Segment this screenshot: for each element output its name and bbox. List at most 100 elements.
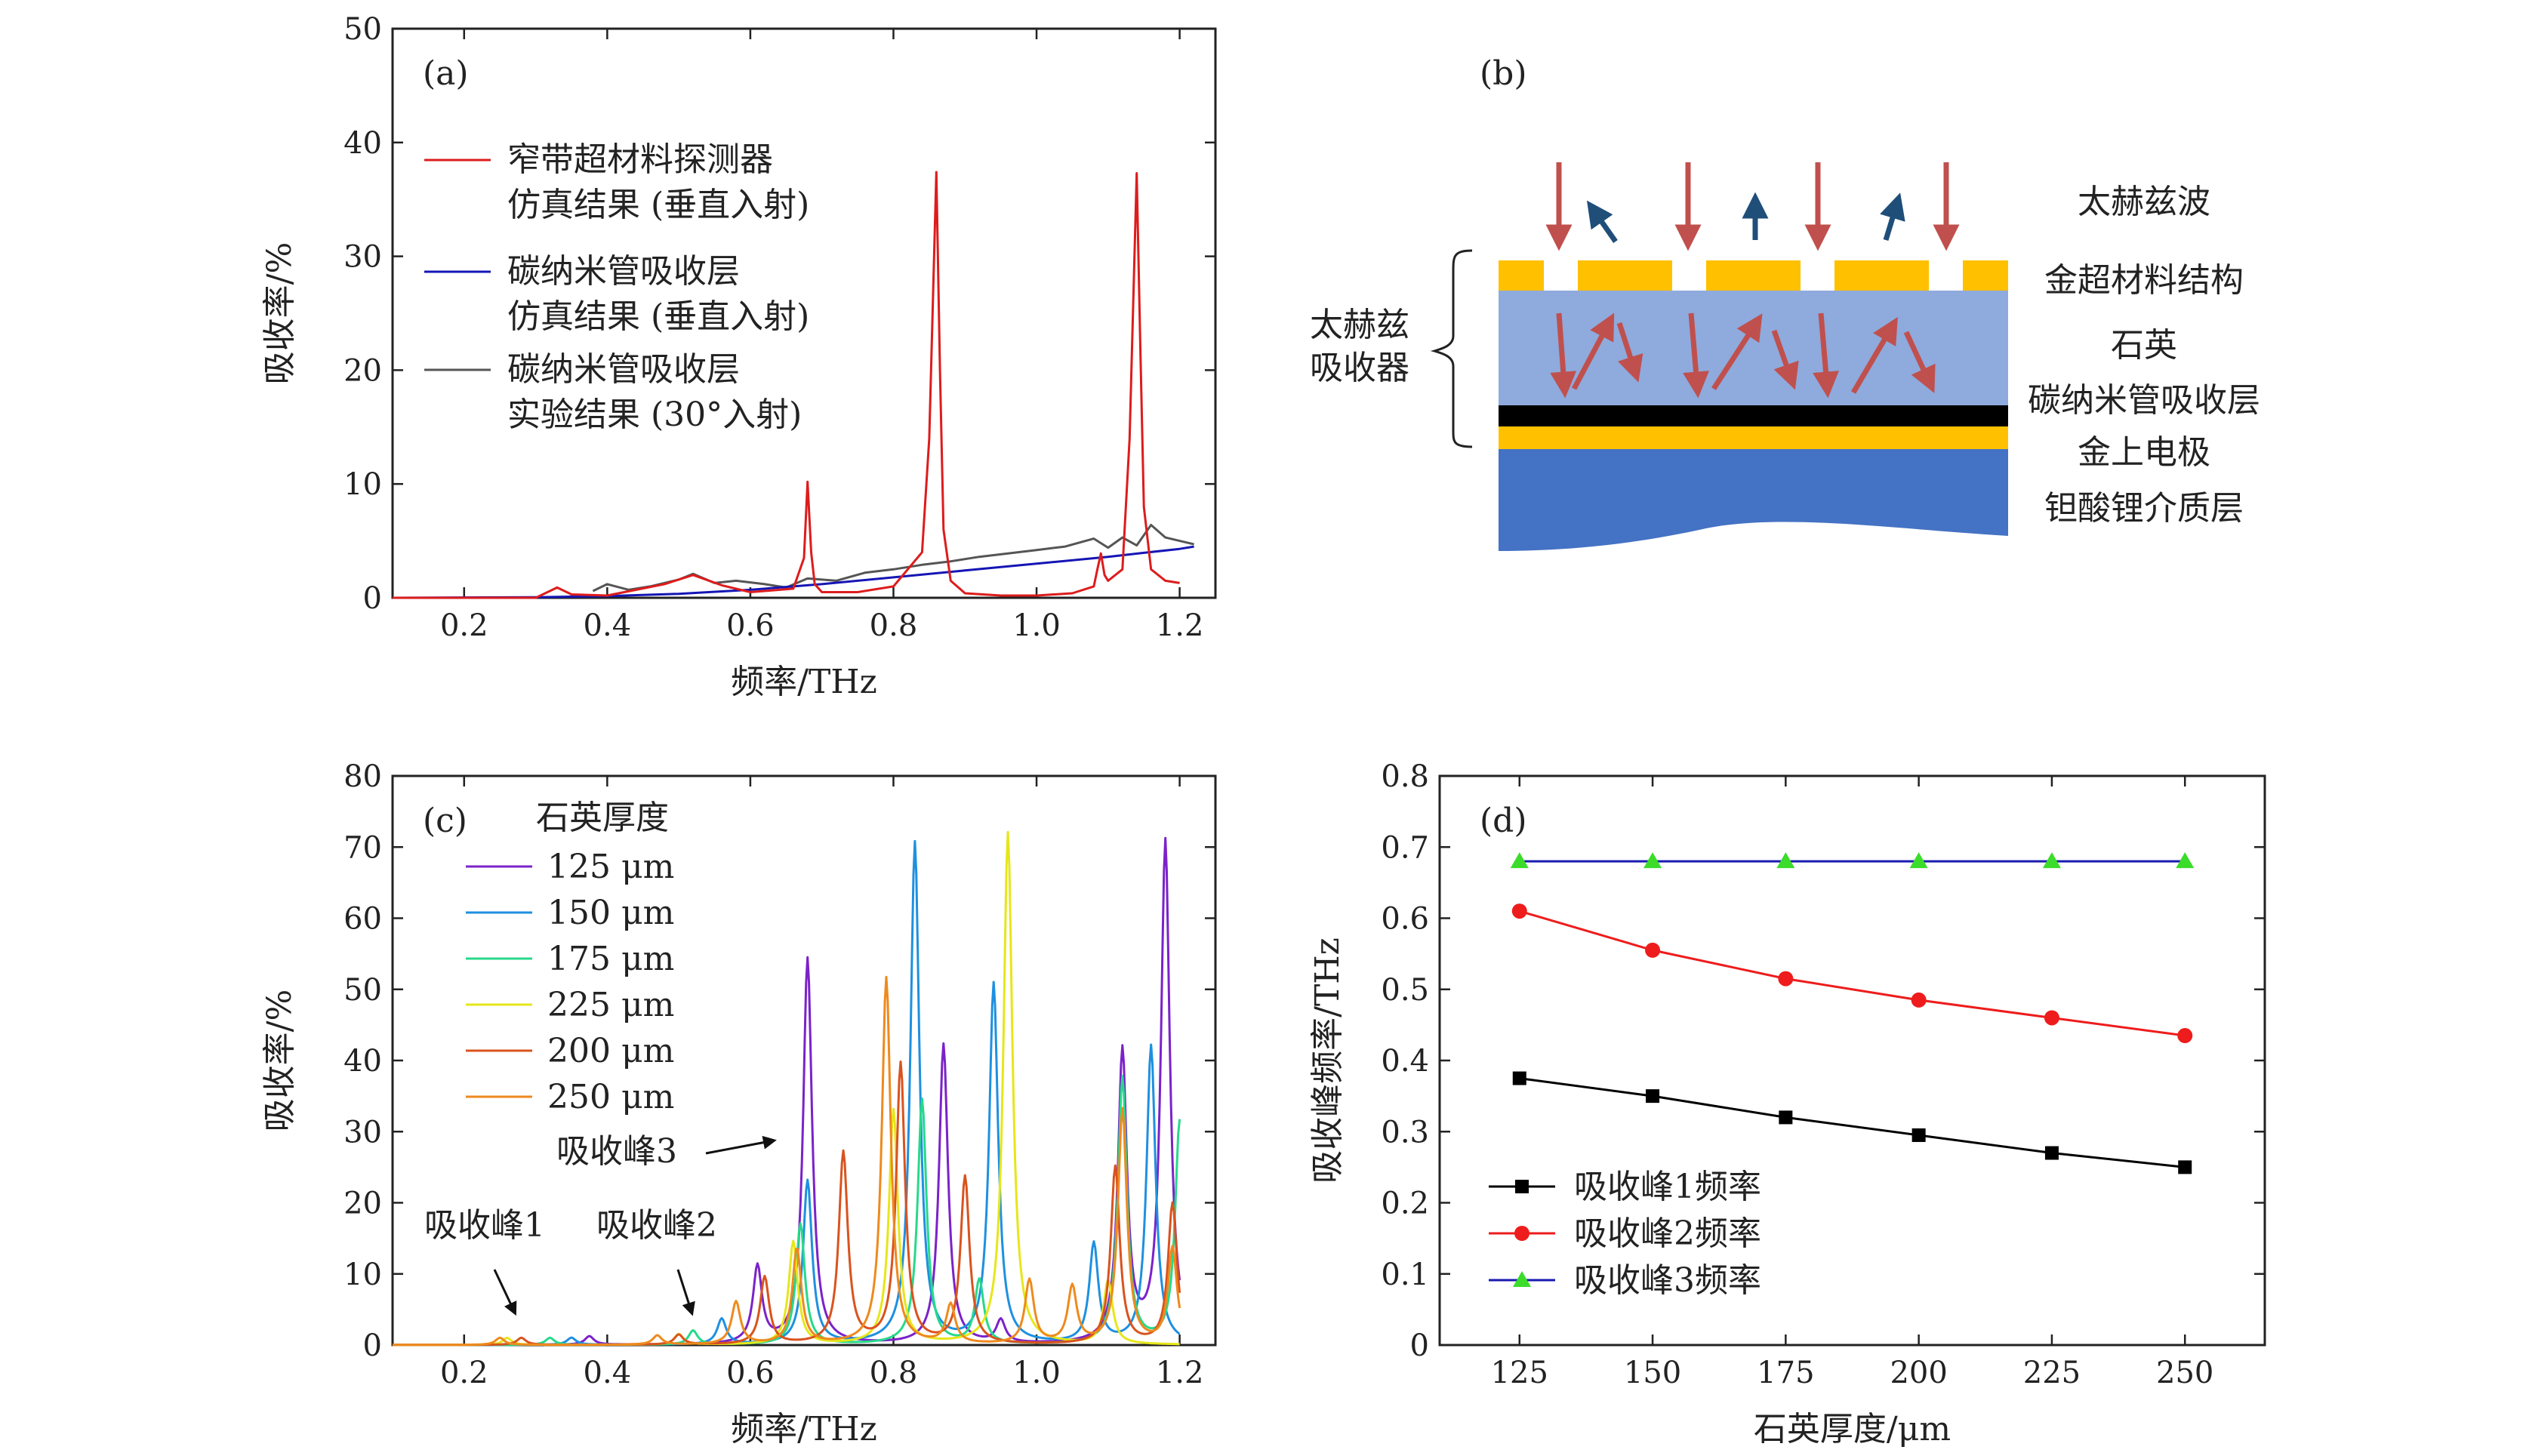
panel-d-xtick-label: 250 bbox=[2156, 1356, 2213, 1390]
panel-d-xtick-label: 175 bbox=[1757, 1356, 1814, 1390]
panel-a-series-line-0 bbox=[393, 171, 1180, 599]
panel-a-xtick-label: 0.2 bbox=[440, 608, 488, 643]
annotation-peak2: 吸收峰2 bbox=[596, 1206, 717, 1245]
panel-a-ytick-label: 0 bbox=[363, 581, 382, 616]
absorber-label-line2: 吸收器 bbox=[1310, 349, 1409, 387]
panel-a-legend: 窄带超材料探测器 仿真结果 (垂直入射) 碳纳米管吸收层 仿真结果 (垂直入射)… bbox=[424, 140, 809, 434]
panel-d-marker-triangle bbox=[2176, 852, 2195, 869]
internal-arrow bbox=[1903, 331, 1936, 393]
legend-cnt-exp-line1: 碳纳米管吸收层 bbox=[507, 350, 740, 389]
panel-a-ytick-label: 50 bbox=[343, 12, 382, 47]
panel-d-axes: 125 150 175 200 225 250 0 0.1 0.2 0.3 0.4 0.5 0.6 0.7… bbox=[1308, 759, 2265, 1448]
cnt-layer bbox=[1499, 405, 2008, 426]
gold-block bbox=[1963, 260, 2008, 291]
panel-d-marker-triangle bbox=[1909, 852, 1928, 869]
panel-a-ytick-label: 20 bbox=[343, 353, 382, 388]
panel-d-marker-square bbox=[1515, 1180, 1529, 1193]
panel-d-marker-square bbox=[1911, 1128, 1926, 1142]
reflected-arrows bbox=[1586, 192, 1905, 244]
panel-d-legend-label: 吸收峰1频率 bbox=[1574, 1168, 1761, 1206]
panel-c-ytick-label: 40 bbox=[343, 1044, 382, 1079]
panel-c-ytick-label: 10 bbox=[343, 1257, 382, 1292]
panel-c-xtick-label: 0.8 bbox=[870, 1356, 918, 1390]
panel-c-legend-label: 200 μm bbox=[547, 1032, 674, 1070]
panel-d-ytick-label: 0 bbox=[1410, 1328, 1429, 1363]
panel-d-marker-triangle bbox=[1513, 1271, 1531, 1287]
panel-d-marker-square bbox=[2044, 1146, 2059, 1160]
panel-d-marker-circle bbox=[1778, 971, 1794, 987]
panel-d-ytick-label: 0.1 bbox=[1381, 1257, 1429, 1292]
gold-electrode-layer bbox=[1499, 426, 2008, 449]
internal-arrow bbox=[1616, 322, 1643, 383]
internal-arrow bbox=[1711, 313, 1763, 390]
panel-a-label: (a) bbox=[423, 54, 469, 93]
panel-a-ytick-label: 10 bbox=[343, 467, 382, 502]
panel-d-series-line-0 bbox=[1519, 1077, 2186, 1168]
panel-c-legend-label: 175 μm bbox=[547, 940, 674, 978]
internal-arrows bbox=[1550, 312, 1936, 399]
panel-c: 0.2 0.4 0.6 0.8 1.0 1.2 0 10 20 30 40 50 60 70 80 频率/TH… bbox=[260, 759, 1217, 1448]
legend-narrowband-line1: 窄带超材料探测器 bbox=[507, 140, 773, 179]
gold-block bbox=[1499, 260, 1544, 291]
panel-a-xtick-label: 0.4 bbox=[584, 608, 632, 643]
panel-d-marker-square bbox=[1779, 1110, 1793, 1125]
panel-c-series-line-4 bbox=[393, 1060, 1181, 1347]
panel-d-xtick-label: 125 bbox=[1491, 1356, 1548, 1390]
gold-block bbox=[1578, 260, 1672, 291]
substrate-layer bbox=[1499, 449, 2008, 551]
panel-c-ytick-label: 50 bbox=[343, 973, 382, 1008]
label-gold-metamaterial: 金超材料结构 bbox=[2044, 261, 2244, 300]
panel-c-ytick-label: 30 bbox=[343, 1115, 382, 1150]
annotation-peak3-arrow bbox=[705, 1135, 777, 1155]
panel-d-legend-label: 吸收峰2频率 bbox=[1574, 1214, 1761, 1253]
label-substrate: 钽酸锂介质层 bbox=[2044, 489, 2244, 528]
panel-a-xlabel: 频率/THz bbox=[731, 663, 877, 701]
panel-d-ytick-label: 0.3 bbox=[1381, 1115, 1429, 1150]
internal-arrow bbox=[1813, 312, 1839, 399]
panel-c-xtick-label: 1.0 bbox=[1012, 1356, 1061, 1390]
absorber-bracket bbox=[1430, 249, 1473, 448]
panel-c-xlabel: 频率/THz bbox=[731, 1410, 877, 1448]
panel-d-marker-square bbox=[1512, 1071, 1526, 1085]
panel-c-legend: 125 μm 150 μm 175 μm 225 μm 200 μm 250 μm bbox=[466, 848, 674, 1116]
panel-a-ytick-label: 30 bbox=[343, 240, 382, 275]
panel-c-series-line-0 bbox=[393, 836, 1181, 1347]
panel-a: 0.2 0.4 0.6 0.8 1.0 1.2 0 10 20 30 40 50 频率/THz 吸收率/%… bbox=[260, 12, 1217, 701]
annotation-peak3: 吸收峰3 bbox=[556, 1132, 677, 1171]
panel-d-legend-label: 吸收峰3频率 bbox=[1574, 1261, 1761, 1300]
panel-a-xtick-label: 0.8 bbox=[870, 608, 918, 643]
panel-d-series-line-1 bbox=[1519, 910, 2186, 1037]
panel-a-xtick-label: 1.2 bbox=[1156, 608, 1204, 643]
panel-b-label: (b) bbox=[1480, 54, 1527, 93]
panel-d-ytick-label: 0.4 bbox=[1381, 1044, 1429, 1079]
panel-d-marker-triangle bbox=[1643, 852, 1662, 869]
panel-d: 125 150 175 200 225 250 0 0.1 0.2 0.3 0.4 0.5 0.6 0.7… bbox=[1308, 759, 2266, 1448]
panel-a-xtick-label: 0.6 bbox=[726, 608, 775, 643]
gold-metamaterial bbox=[1499, 260, 2008, 291]
panel-d-marker-circle bbox=[2177, 1028, 2193, 1044]
gold-block bbox=[1706, 260, 1801, 291]
panel-d-ytick-label: 0.7 bbox=[1381, 830, 1429, 865]
panel-d-ytick-label: 0.5 bbox=[1381, 973, 1429, 1008]
label-thz-wave: 太赫兹波 bbox=[2078, 183, 2210, 221]
panel-c-series-line-3 bbox=[393, 830, 1180, 1347]
panel-d-marker-triangle bbox=[1776, 852, 1795, 869]
panel-a-xtick-label: 1.0 bbox=[1012, 608, 1061, 643]
panel-d-marker-circle bbox=[1514, 1226, 1529, 1241]
panel-c-ytick-label: 70 bbox=[343, 830, 382, 865]
panel-c-legend-label: 250 μm bbox=[547, 1078, 674, 1116]
panel-c-label: (c) bbox=[423, 802, 467, 840]
panel-c-ylabel: 吸收率/% bbox=[260, 990, 299, 1132]
label-gold-electrode: 金上电极 bbox=[2078, 433, 2210, 472]
panel-d-xtick-label: 225 bbox=[2023, 1356, 2081, 1390]
panel-d-marker-square bbox=[1646, 1089, 1660, 1104]
panel-d-marker-triangle bbox=[1510, 852, 1529, 869]
panel-d-marker-square bbox=[2178, 1160, 2192, 1174]
panel-c-ytick-label: 20 bbox=[343, 1187, 382, 1221]
annotation-peak1: 吸收峰1 bbox=[424, 1206, 545, 1245]
panel-a-axes: 0.2 0.4 0.6 0.8 1.0 1.2 0 10 20 30 40 50 频率/THz 吸收率/% bbox=[260, 12, 1215, 701]
panel-d-marker-circle bbox=[2044, 1010, 2059, 1026]
internal-arrow bbox=[1550, 312, 1577, 399]
panel-d-xtick-label: 200 bbox=[1890, 1356, 1947, 1390]
